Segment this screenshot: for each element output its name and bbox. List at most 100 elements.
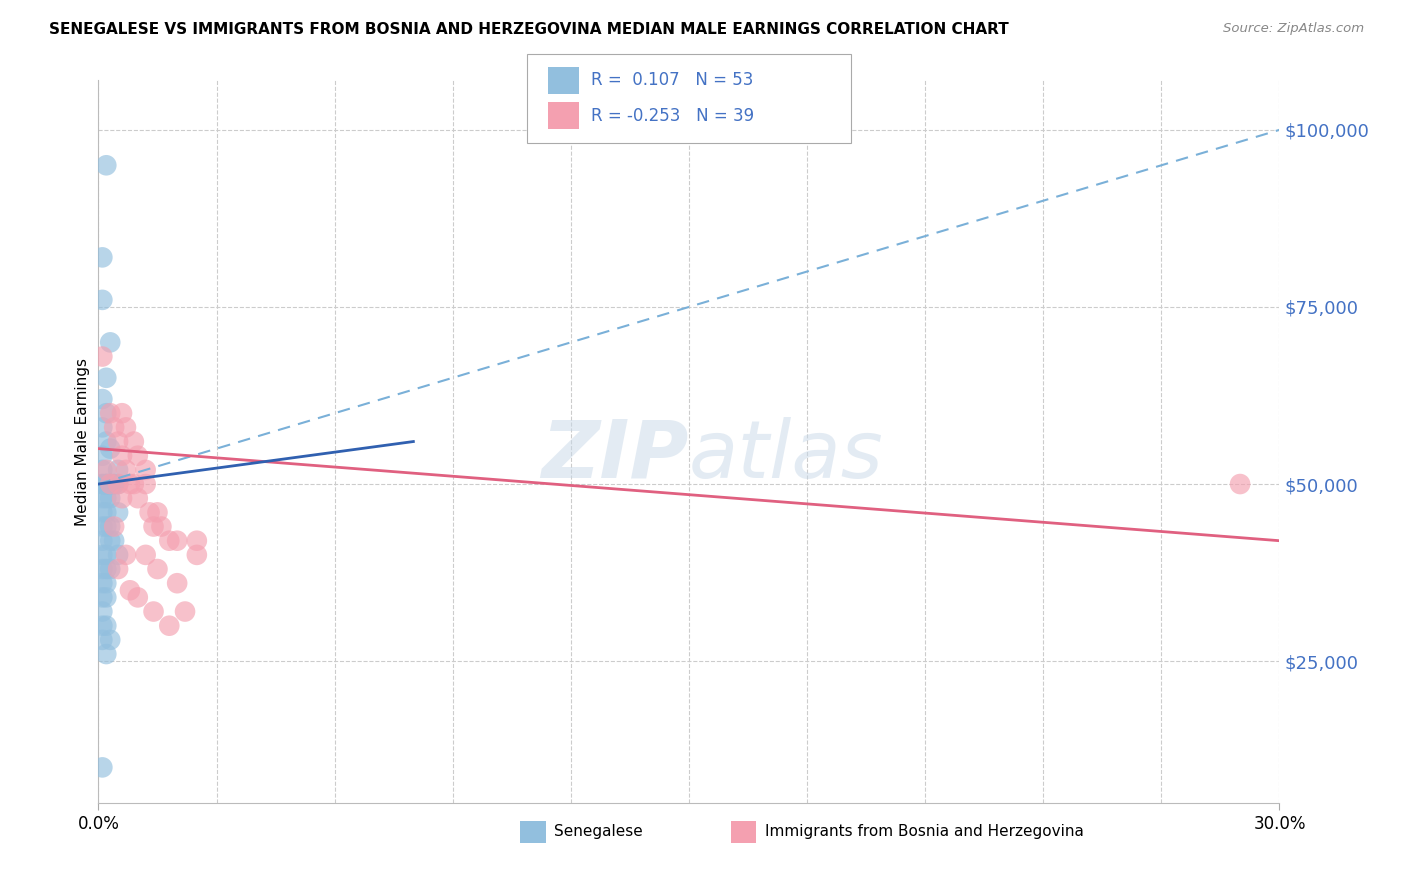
Point [91, 618, 114, 632]
Point [135, 463, 157, 477]
Point [91, 477, 114, 491]
Point [115, 463, 138, 477]
Point [98, 335, 121, 350]
Point [150, 519, 173, 533]
Point [122, 434, 145, 449]
Point [166, 576, 188, 591]
Point [91, 562, 114, 576]
Point [91, 533, 114, 548]
Point [96, 491, 118, 506]
Point [118, 583, 141, 598]
Text: Immigrants from Bosnia and Herzegovina: Immigrants from Bosnia and Herzegovina [765, 824, 1084, 839]
Point [146, 562, 169, 576]
Point [91, 420, 114, 434]
Point [127, 491, 149, 506]
Text: atlas: atlas [689, 417, 884, 495]
Point [91, 251, 114, 265]
Point [186, 548, 208, 562]
Point [135, 548, 157, 562]
Point [138, 505, 160, 519]
Point [98, 477, 121, 491]
Point [122, 477, 145, 491]
Point [96, 618, 118, 632]
Point [91, 605, 114, 619]
Point [142, 605, 165, 619]
Point [96, 477, 118, 491]
Text: Senegalese: Senegalese [554, 824, 643, 839]
Point [1229, 477, 1251, 491]
Point [91, 548, 114, 562]
Point [96, 371, 118, 385]
Point [91, 392, 114, 406]
Point [127, 591, 149, 605]
Point [91, 760, 114, 774]
Point [91, 591, 114, 605]
Point [135, 477, 157, 491]
Point [96, 463, 118, 477]
Point [91, 519, 114, 533]
Point [96, 576, 118, 591]
Point [96, 519, 118, 533]
Point [103, 477, 125, 491]
Point [146, 505, 169, 519]
Text: SENEGALESE VS IMMIGRANTS FROM BOSNIA AND HERZEGOVINA MEDIAN MALE EARNINGS CORREL: SENEGALESE VS IMMIGRANTS FROM BOSNIA AND… [49, 22, 1010, 37]
Point [103, 420, 125, 434]
Point [107, 562, 129, 576]
Point [91, 491, 114, 506]
Point [91, 632, 114, 647]
Point [96, 505, 118, 519]
Point [174, 605, 197, 619]
Point [96, 562, 118, 576]
Point [98, 632, 121, 647]
Text: R =  0.107   N = 53: R = 0.107 N = 53 [591, 71, 752, 89]
Point [96, 434, 118, 449]
Point [91, 350, 114, 364]
Point [98, 519, 121, 533]
Point [96, 477, 118, 491]
Point [98, 533, 121, 548]
Point [98, 491, 121, 506]
Point [186, 533, 208, 548]
Point [107, 477, 129, 491]
Point [115, 420, 138, 434]
Text: Source: ZipAtlas.com: Source: ZipAtlas.com [1223, 22, 1364, 36]
Point [96, 591, 118, 605]
Point [107, 434, 129, 449]
Point [118, 477, 141, 491]
Point [111, 491, 134, 506]
Point [107, 505, 129, 519]
Point [157, 533, 180, 548]
Point [107, 548, 129, 562]
Point [157, 618, 180, 632]
Point [103, 533, 125, 548]
Y-axis label: Median Male Earnings: Median Male Earnings [75, 358, 90, 525]
Point [107, 477, 129, 491]
Point [96, 477, 118, 491]
Point [98, 562, 121, 576]
Text: ZIP: ZIP [541, 417, 689, 495]
Point [111, 449, 134, 463]
Point [98, 477, 121, 491]
Point [98, 442, 121, 456]
Point [91, 463, 114, 477]
Point [142, 519, 165, 533]
Point [166, 533, 188, 548]
Point [91, 505, 114, 519]
Text: R = -0.253   N = 39: R = -0.253 N = 39 [591, 107, 754, 125]
Point [96, 406, 118, 420]
Point [91, 477, 114, 491]
Point [96, 548, 118, 562]
Point [91, 576, 114, 591]
Point [98, 477, 121, 491]
Point [103, 477, 125, 491]
Point [91, 293, 114, 307]
Point [96, 158, 118, 172]
Point [107, 463, 129, 477]
Point [103, 519, 125, 533]
Point [91, 449, 114, 463]
Point [111, 406, 134, 420]
Point [127, 449, 149, 463]
Point [115, 548, 138, 562]
Point [96, 647, 118, 661]
Point [98, 477, 121, 491]
